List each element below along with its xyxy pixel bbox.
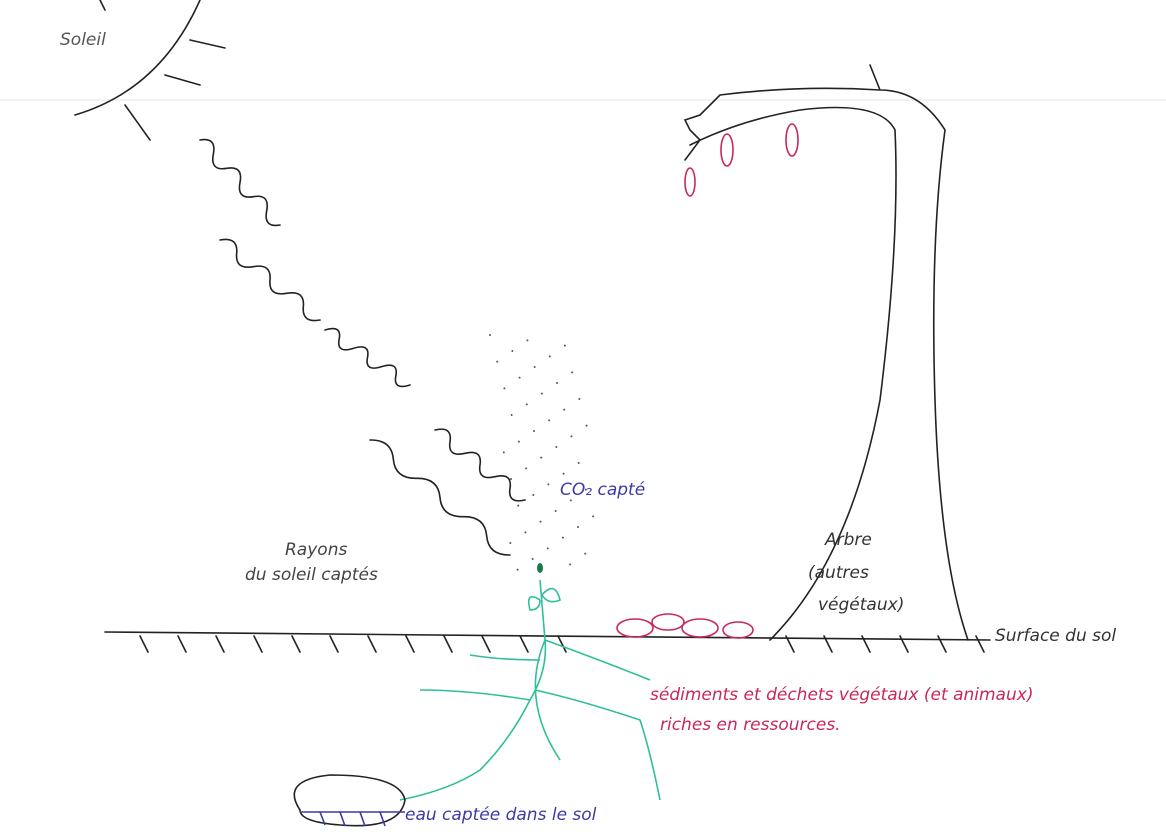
hatch-mark xyxy=(481,635,491,653)
dot xyxy=(563,344,566,347)
dot xyxy=(511,350,514,352)
dot xyxy=(489,334,491,336)
water-pocket xyxy=(293,774,406,827)
sediments-label: riches en ressources. xyxy=(660,715,841,735)
hatch-mark xyxy=(291,635,301,653)
dot xyxy=(510,414,513,416)
dot xyxy=(496,360,499,363)
dot xyxy=(546,547,549,550)
dot xyxy=(518,376,521,379)
tree-label: végétaux) xyxy=(818,595,904,615)
sun-rays xyxy=(99,0,226,141)
dot xyxy=(584,488,587,491)
dot xyxy=(540,456,543,459)
leaves xyxy=(527,587,561,611)
ground-hatching xyxy=(139,635,985,653)
dot xyxy=(540,392,543,395)
fruit xyxy=(684,167,696,197)
water-label: eau captée dans le sol xyxy=(405,805,597,825)
hatch-mark xyxy=(405,635,415,653)
hatch-mark xyxy=(253,635,263,653)
debris xyxy=(616,613,754,639)
dot xyxy=(569,563,572,566)
tree xyxy=(683,64,969,641)
sun-rays-waves xyxy=(199,138,526,556)
dot xyxy=(547,483,550,486)
water-fill xyxy=(300,811,405,827)
dot xyxy=(548,419,551,422)
dot xyxy=(563,408,566,411)
dot xyxy=(533,430,535,432)
wave xyxy=(324,327,411,388)
dot xyxy=(570,435,573,438)
co2-dots xyxy=(489,334,595,571)
dot xyxy=(584,552,587,555)
roots xyxy=(399,579,661,801)
dot xyxy=(562,472,565,475)
wave xyxy=(219,238,321,322)
hatch-mark xyxy=(785,635,795,653)
wave xyxy=(199,138,281,227)
dot xyxy=(510,478,512,480)
rays-label: du soleil captés xyxy=(245,565,378,585)
hatch-mark xyxy=(861,635,871,653)
dot xyxy=(561,536,564,539)
co2-label: CO₂ capté xyxy=(560,480,645,500)
dot xyxy=(517,440,520,443)
dot xyxy=(503,387,506,390)
dot xyxy=(525,467,528,470)
hatch-mark xyxy=(975,635,985,653)
dot xyxy=(548,355,551,358)
hatch-mark xyxy=(215,635,225,653)
tree-label: (autres xyxy=(808,563,869,583)
dot xyxy=(555,446,558,448)
dot xyxy=(525,403,528,406)
ground-line xyxy=(104,631,991,641)
dot xyxy=(556,382,558,384)
tree-label: Arbre xyxy=(824,530,872,550)
hatch-mark xyxy=(899,635,909,653)
hatch-mark xyxy=(443,635,453,653)
hatch-mark xyxy=(329,635,339,653)
wave xyxy=(434,428,526,502)
dot xyxy=(569,499,572,502)
dot xyxy=(509,542,512,544)
dot xyxy=(526,339,529,342)
rays-label: Rayons xyxy=(285,540,347,560)
ground-label: Surface du sol xyxy=(995,626,1116,646)
dot xyxy=(516,568,519,571)
hatch-mark xyxy=(519,635,529,653)
hatch-mark xyxy=(177,635,187,653)
dot xyxy=(592,515,595,518)
bud xyxy=(537,563,543,573)
dot xyxy=(571,371,574,374)
dot xyxy=(517,504,520,507)
hatch-mark xyxy=(557,635,567,653)
wave xyxy=(369,439,511,556)
dot xyxy=(578,398,581,400)
dot xyxy=(532,494,535,496)
sun-label: Soleil xyxy=(60,30,106,50)
fruit xyxy=(720,133,734,167)
dot xyxy=(502,451,505,454)
sun-arc xyxy=(74,0,201,116)
hatch-mark xyxy=(139,635,149,653)
hatch-mark xyxy=(937,635,947,653)
sediments-label: sédiments et déchets végétaux (et animau… xyxy=(650,685,1033,705)
hatch-mark xyxy=(367,635,377,653)
dot xyxy=(533,366,536,368)
dot xyxy=(524,531,527,534)
dot xyxy=(554,510,557,512)
dot xyxy=(577,526,579,528)
dot xyxy=(531,558,534,560)
dot xyxy=(539,520,542,523)
fruit xyxy=(785,123,799,157)
dot xyxy=(585,424,588,427)
dot xyxy=(577,462,580,464)
hatch-mark xyxy=(823,635,833,653)
